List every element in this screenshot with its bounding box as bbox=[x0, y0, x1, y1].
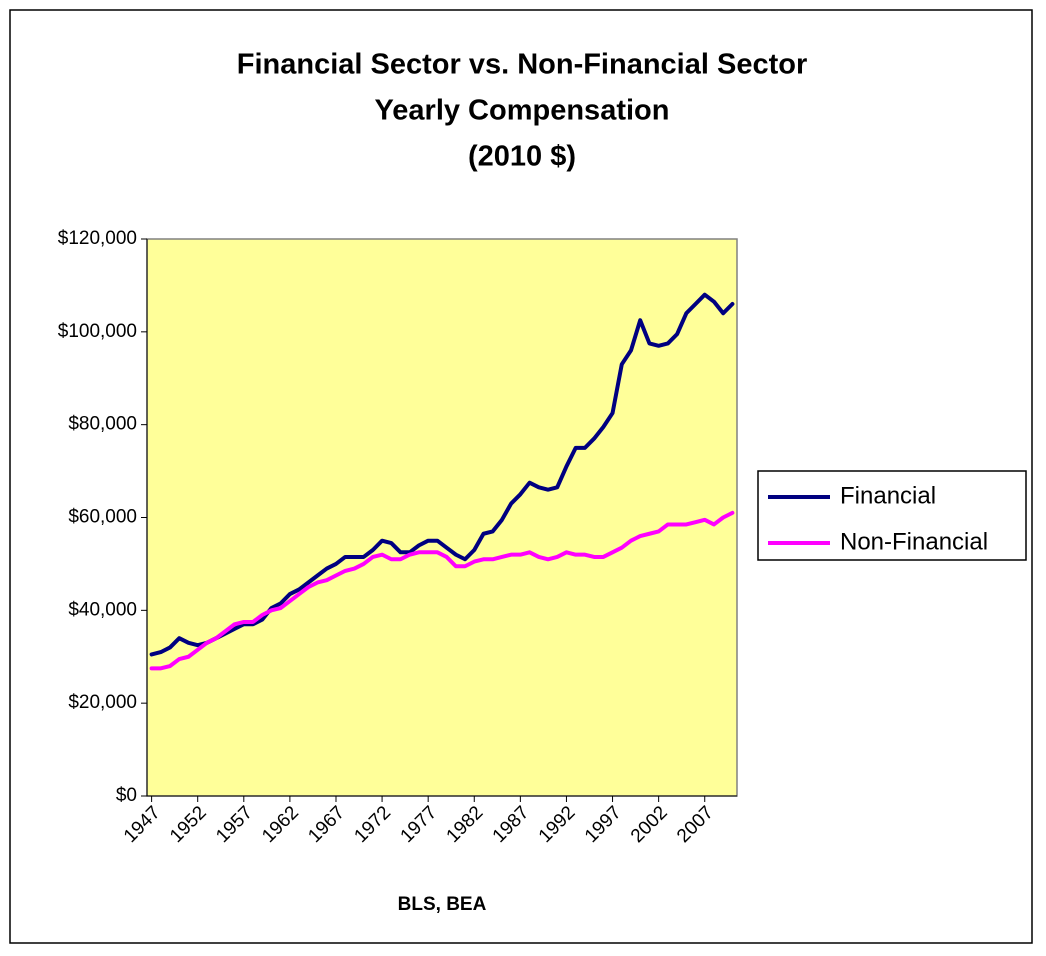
x-axis-label: BLS, BEA bbox=[398, 894, 487, 915]
y-tick-label: $40,000 bbox=[68, 599, 137, 620]
y-tick-label: $60,000 bbox=[68, 507, 137, 528]
y-tick-label: $120,000 bbox=[58, 228, 137, 249]
data-line bbox=[149, 510, 735, 671]
chart-title: Financial Sector vs. Non-Financial Secto… bbox=[237, 49, 807, 81]
chart-title: (2010 $) bbox=[468, 141, 576, 173]
data-line bbox=[149, 292, 735, 657]
legend bbox=[757, 470, 1027, 561]
y-tick-label: $100,000 bbox=[58, 321, 137, 342]
plot-area bbox=[146, 238, 738, 797]
y-tick-label: $0 bbox=[116, 785, 137, 806]
chart-title: Yearly Compensation bbox=[375, 95, 670, 127]
legend-label: Non-Financial bbox=[840, 528, 988, 555]
legend-label: Financial bbox=[840, 482, 936, 509]
y-tick-label: $20,000 bbox=[68, 692, 137, 713]
y-tick-label: $80,000 bbox=[68, 414, 137, 435]
